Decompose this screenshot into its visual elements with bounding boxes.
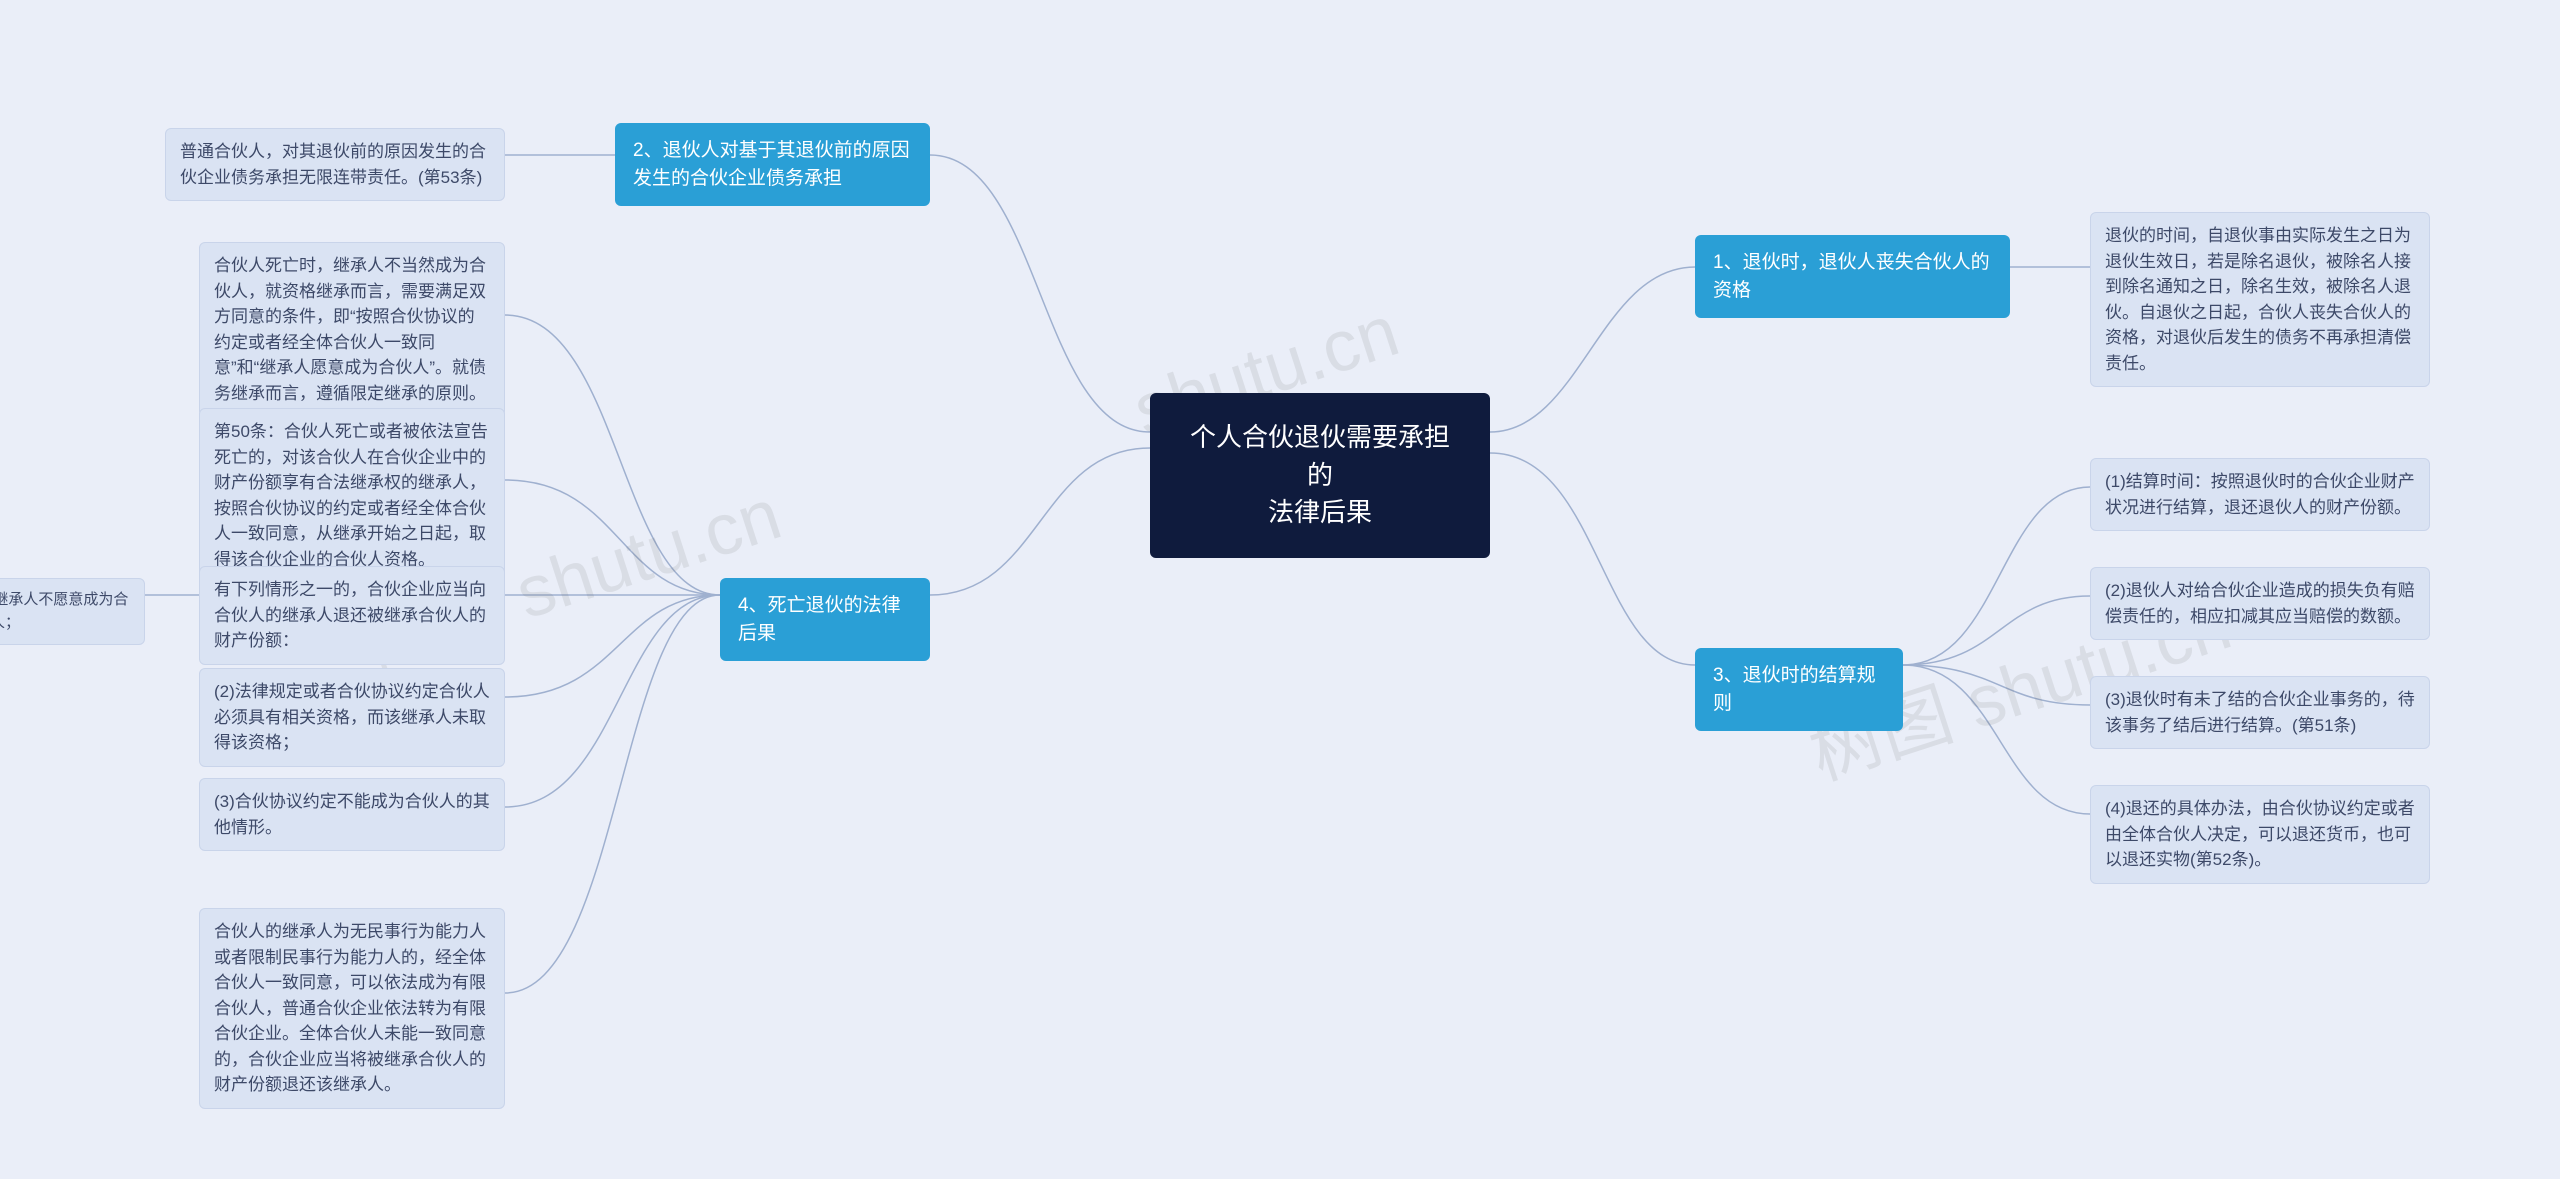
root-line2: 法律后果 bbox=[1268, 497, 1372, 527]
leaf-b4-5: (3)合伙协议约定不能成为合伙人的其他情形。 bbox=[199, 778, 505, 851]
leaf-b4-3: 有下列情形之一的，合伙企业应当向合伙人的继承人退还被继承合伙人的财产份额： bbox=[199, 566, 505, 665]
leaf-b4-2: 第50条：合伙人死亡或者被依法宣告死亡的，对该合伙人在合伙企业中的财产份额享有合… bbox=[199, 408, 505, 583]
leaf-b3-1: (1)结算时间：按照退伙时的合伙企业财产状况进行结算，退还退伙人的财产份额。 bbox=[2090, 458, 2430, 531]
leaf-b4-4: (2)法律规定或者合伙协议约定合伙人必须具有相关资格，而该继承人未取得该资格； bbox=[199, 668, 505, 767]
branch-2-line1: 2、退伙人对基于其退伙前的原因 bbox=[633, 140, 910, 161]
root-node: 个人合伙退伙需要承担的 法律后果 bbox=[1150, 393, 1490, 558]
leaf-b1-1: 退伙的时间，自退伙事由实际发生之日为退伙生效日，若是除名退伙，被除名人接到除名通… bbox=[2090, 212, 2430, 387]
leaf-b3-4: (4)退还的具体办法，由合伙协议约定或者由全体合伙人决定，可以退还货币，也可以退… bbox=[2090, 785, 2430, 884]
leaf-b3-2: (2)退伙人对给合伙企业造成的损失负有赔偿责任的，相应扣减其应当赔偿的数额。 bbox=[2090, 567, 2430, 640]
branch-3: 3、退伙时的结算规则 bbox=[1695, 648, 1903, 731]
leaf-b4-6: 合伙人的继承人为无民事行为能力人或者限制民事行为能力人的，经全体合伙人一致同意，… bbox=[199, 908, 505, 1109]
branch-4: 4、死亡退伙的法律后果 bbox=[720, 578, 930, 661]
branch-1-line2: 资格 bbox=[1713, 280, 1751, 301]
leaf-b4-3a: (1)继承人不愿意成为合伙人； bbox=[0, 578, 145, 645]
leaf-b3-3: (3)退伙时有未了结的合伙企业事务的，待该事务了结后进行结算。(第51条) bbox=[2090, 676, 2430, 749]
leaf-b4-1: 合伙人死亡时，继承人不当然成为合伙人，就资格继承而言，需要满足双方同意的条件，即… bbox=[199, 242, 505, 417]
branch-1: 1、退伙时，退伙人丧失合伙人的 资格 bbox=[1695, 235, 2010, 318]
branch-1-line1: 1、退伙时，退伙人丧失合伙人的 bbox=[1713, 252, 1990, 273]
branch-2: 2、退伙人对基于其退伙前的原因 发生的合伙企业债务承担 bbox=[615, 123, 930, 206]
leaf-b2-1: 普通合伙人，对其退伙前的原因发生的合伙企业债务承担无限连带责任。(第53条) bbox=[165, 128, 505, 201]
branch-2-line2: 发生的合伙企业债务承担 bbox=[633, 168, 842, 189]
root-line1: 个人合伙退伙需要承担的 bbox=[1190, 422, 1450, 490]
